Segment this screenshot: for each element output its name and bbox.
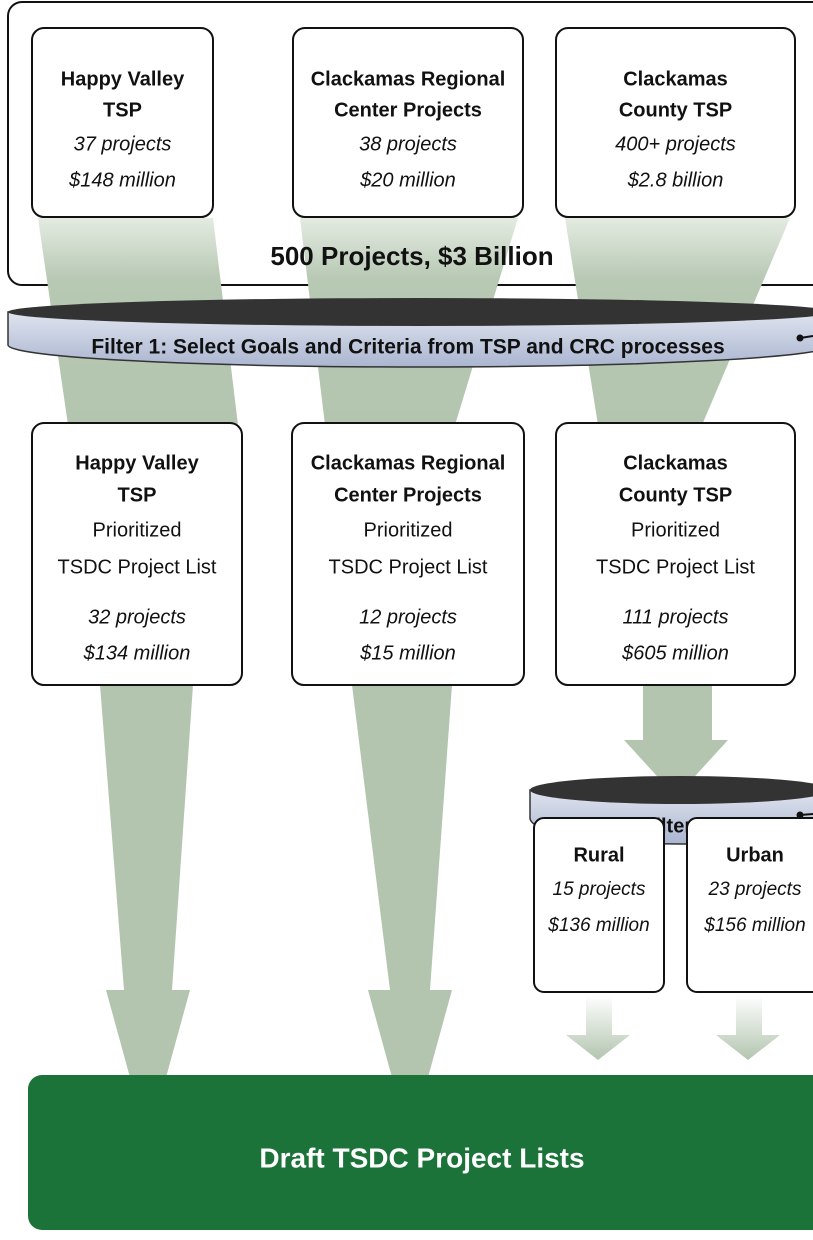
list-label: Prioritized [631,519,720,541]
prioritized-box [291,422,525,686]
connector [799,813,813,816]
project-count: 32 projects [88,606,186,628]
source-name: Center Projects [334,99,482,121]
source-name: TSP [118,484,157,506]
arrow [624,685,728,797]
project-cost: $605 million [621,642,729,664]
project-count: 12 projects [359,606,457,628]
prioritized-box [31,422,243,686]
filter-1 [7,298,813,368]
source-name: County TSP [619,484,732,506]
arrow [716,995,780,1060]
split-name: Urban [726,844,784,866]
project-count: 15 projects [553,879,646,900]
project-cost: $134 million [83,642,191,664]
filter-disk [7,311,813,368]
arrow [352,685,452,1143]
source-name: Clackamas [623,68,728,90]
source-name: Clackamas Regional [311,452,506,474]
output-label: Draft TSDC Project Lists [259,1142,584,1173]
list-label: Prioritized [93,519,182,541]
output-bar [28,1075,813,1230]
split-name: Rural [573,844,624,866]
source-name: Happy Valley [75,452,199,474]
list-label: Prioritized [364,519,453,541]
project-count: 23 projects [708,879,802,900]
filter-top [8,298,813,326]
source-name: Clackamas Regional [311,68,506,90]
total: 500 Projects, $3 Billion [270,241,553,271]
project-cost: $148 million [68,169,176,191]
source-name: Happy Valley [61,68,185,90]
source-box [292,27,524,218]
source-name: Clackamas [623,452,728,474]
filter-label: Filter 1: Select Goals and Criteria from… [91,336,724,359]
source-box [31,27,214,218]
project-count: 38 projects [359,133,457,155]
project-cost: $20 million [359,169,456,191]
prioritized-box [555,422,796,686]
project-cost: $15 million [359,642,456,664]
split-box [533,817,665,993]
project-cost: $136 million [547,915,649,936]
project-cost: $156 million [703,915,805,936]
list-label: TSDC Project List [596,556,755,578]
connector-dot [796,334,804,342]
project-cost: $2.8 billion [627,169,724,191]
source-box [555,27,796,218]
split-box [686,817,813,993]
project-count: 111 projects [623,606,729,628]
project-count: 400+ projects [615,133,736,155]
arrow [100,685,193,1143]
arrow [566,995,630,1060]
source-name: TSP [103,99,142,121]
project-count: 37 projects [74,133,172,155]
list-label: TSDC Project List [329,556,488,578]
source-name: Center Projects [334,484,482,506]
filter-top [530,776,813,804]
source-name: County TSP [619,99,732,121]
list-label: TSDC Project List [58,556,217,578]
